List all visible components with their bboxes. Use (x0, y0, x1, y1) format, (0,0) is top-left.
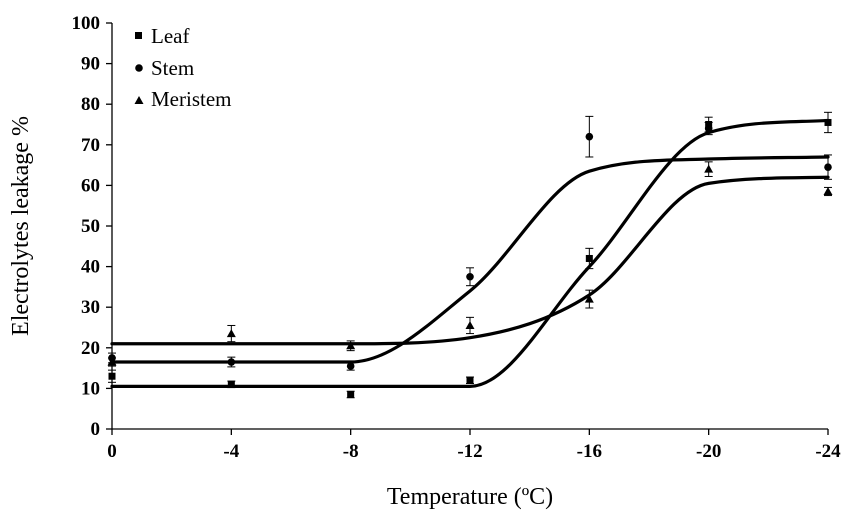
data-markers (107, 118, 833, 398)
legend-stem-circle-marker (135, 64, 143, 72)
data-point-stem (227, 358, 236, 366)
x-tick-label: -24 (815, 441, 841, 462)
fit-curve-meristem (110, 175, 830, 346)
data-point-meristem (226, 329, 236, 338)
data-point-meristem (465, 320, 475, 329)
data-point-leaf (108, 372, 116, 380)
y-tick-label: 30 (81, 297, 100, 318)
y-tick-label: 70 (81, 135, 100, 156)
x-tick-label: -8 (343, 441, 359, 462)
error-bars (108, 111, 832, 399)
data-point-meristem (584, 294, 594, 303)
legend-item-leaf: Leaf (135, 24, 189, 48)
x-tick-label: 0 (107, 441, 117, 462)
data-point-leaf (227, 380, 235, 388)
x-tick-label: -12 (457, 441, 482, 462)
data-point-stem (585, 132, 594, 141)
data-point-meristem (823, 186, 833, 195)
data-point-stem (824, 163, 832, 171)
legend: Leaf Stem Meristem (134, 24, 231, 111)
data-point-leaf (824, 118, 832, 126)
y-ticks: 0 10 20 30 40 50 60 70 80 90 100 (72, 13, 112, 440)
y-tick-label: 100 (72, 13, 101, 34)
y-tick-label: 80 (81, 94, 100, 115)
legend-stem-label: Stem (151, 56, 194, 80)
fit-curve-leaf (110, 118, 830, 388)
y-tick-label: 40 (81, 257, 100, 278)
fit-curves (110, 118, 830, 388)
legend-item-meristem: Meristem (134, 87, 231, 111)
legend-leaf-square-marker (135, 32, 142, 39)
data-point-stem (466, 272, 474, 281)
y-axis-title: Electrolytes leakage % (8, 116, 34, 336)
legend-leaf-label: Leaf (151, 24, 189, 48)
data-point-stem (346, 362, 355, 370)
data-point-leaf (705, 121, 713, 128)
data-point-stem (704, 124, 713, 133)
legend-meristem-label: Meristem (151, 87, 231, 111)
data-point-leaf (466, 376, 474, 384)
y-tick-label: 10 (81, 378, 100, 399)
y-tick-label: 60 (81, 175, 100, 196)
data-point-meristem (704, 164, 714, 173)
x-tick-label: -4 (223, 441, 239, 462)
data-point-meristem (107, 357, 117, 366)
x-tick-label: -20 (696, 441, 721, 462)
x-ticks: 0 -4 -8 -12 -16 -20 -24 (107, 429, 841, 462)
data-point-leaf (347, 390, 355, 398)
y-tick-label: 0 (91, 419, 101, 440)
x-tick-label: -16 (577, 441, 602, 462)
legend-item-stem: Stem (135, 56, 194, 80)
data-point-leaf (585, 254, 593, 262)
y-tick-label: 20 (81, 338, 100, 359)
legend-meristem-triangle-marker (134, 96, 144, 104)
y-tick-label: 50 (81, 216, 100, 237)
x-axis-title: Temperature (ºC) (387, 484, 553, 510)
data-point-meristem (346, 341, 356, 350)
y-tick-label: 90 (81, 54, 100, 75)
